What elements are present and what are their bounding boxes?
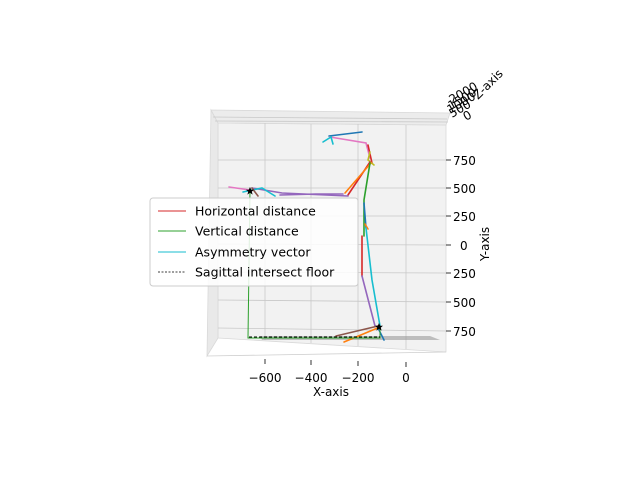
y-axis: 750 500 250 0 250 500 750 Y-axis xyxy=(446,154,492,339)
skeleton-segment xyxy=(344,162,372,194)
skeleton xyxy=(228,131,385,343)
skeleton-segment xyxy=(328,131,363,137)
legend-label: Asymmetry vector xyxy=(195,245,311,260)
y-axis-label: Y-axis xyxy=(478,227,492,262)
y-tick-label: 500 xyxy=(453,296,476,310)
skeleton-segment xyxy=(329,136,371,159)
skeleton-segment xyxy=(335,325,379,337)
skeleton-segment xyxy=(361,275,376,327)
marker-star-top xyxy=(246,187,254,195)
legend-label: Sagittal intersect floor xyxy=(195,265,335,280)
y-tick-label: 250 xyxy=(453,267,476,281)
x-tick-label: −200 xyxy=(342,371,375,385)
y-tick-label: 0 xyxy=(460,239,468,253)
y-tick-label: 750 xyxy=(453,154,476,168)
skeleton-segment xyxy=(228,186,251,191)
y-tick-label: 250 xyxy=(453,210,476,224)
legend-box xyxy=(149,197,359,287)
z-axis: 2000 1500 1000 500 0 Z-axis xyxy=(445,66,506,123)
skeleton-segment xyxy=(377,327,385,341)
x-tick-label: 0 xyxy=(402,371,410,385)
skeleton-segment xyxy=(363,162,371,237)
x-axis: −600 −400 −200 0 X-axis xyxy=(249,359,410,399)
skeleton-segment xyxy=(251,187,259,197)
y-tick-label: 500 xyxy=(453,182,476,196)
x-axis-label: X-axis xyxy=(313,385,349,399)
legend: Horizontal distance Vertical distance As… xyxy=(149,197,359,287)
skeleton-segment xyxy=(343,326,381,343)
marker-star-bottom xyxy=(375,323,383,331)
z-tick-label: 0 xyxy=(461,108,475,124)
skeleton-segment xyxy=(367,151,375,166)
legend-label: Vertical distance xyxy=(195,224,299,239)
skeleton-segment xyxy=(364,223,369,230)
skeleton-segment xyxy=(322,135,334,145)
skeleton-segment xyxy=(251,187,349,197)
bottom-floor-edge xyxy=(206,351,447,357)
skeleton-segment xyxy=(365,227,381,327)
x-tick-label: −600 xyxy=(249,371,282,385)
legend-label: Horizontal distance xyxy=(195,204,316,219)
y-tick-label: 750 xyxy=(453,325,476,339)
x-tick-label: −400 xyxy=(295,371,328,385)
